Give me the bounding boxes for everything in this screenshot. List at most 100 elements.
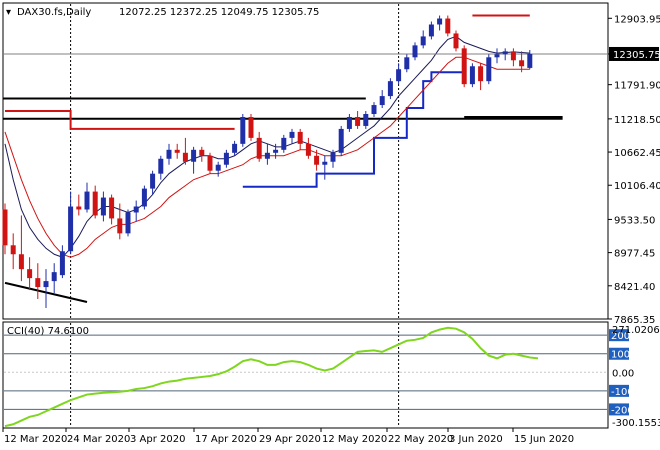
candle-body	[297, 131, 303, 144]
candle-body	[338, 128, 344, 153]
candle-36	[297, 128, 303, 150]
candle-13	[109, 194, 115, 225]
candle-64	[527, 50, 533, 70]
candle-body	[166, 149, 172, 159]
candle-body	[527, 53, 533, 68]
candle-body	[355, 116, 361, 126]
candle-body	[215, 164, 221, 171]
cci-level-tag	[609, 384, 629, 397]
price-grid	[70, 4, 400, 318]
candle-4	[35, 263, 41, 300]
cci-level-tag	[609, 329, 629, 342]
candle-8	[68, 191, 74, 255]
candle-41	[338, 125, 344, 156]
candle-17	[141, 185, 147, 210]
candle-body	[379, 96, 385, 106]
candle-body	[256, 137, 262, 159]
candle-body	[84, 191, 90, 210]
candle-body	[478, 66, 484, 82]
date-tick-label: 29 Apr 2020	[259, 434, 321, 445]
candle-59	[486, 54, 492, 85]
candle-24	[199, 146, 205, 162]
candle-35	[289, 128, 295, 144]
candle-body	[437, 18, 443, 25]
candle-56	[461, 45, 467, 88]
candle-body	[445, 18, 451, 34]
candle-1	[10, 233, 16, 270]
candle-body	[191, 149, 197, 162]
candle-body	[486, 57, 492, 82]
price-tick-label: 8421.40	[614, 282, 655, 293]
candle-body	[223, 152, 229, 165]
candle-body	[109, 197, 115, 219]
candle-63	[519, 51, 525, 73]
candle-53	[437, 15, 443, 31]
price-tick-label: 12903.95	[614, 14, 660, 25]
candle-10	[84, 182, 90, 213]
candle-body	[51, 272, 57, 282]
candle-0	[2, 203, 8, 255]
candle-body	[264, 152, 270, 159]
date-tick-label: 22 May 2020	[388, 434, 453, 445]
date-tick-label: 24 Mar 2020	[67, 434, 130, 445]
candle-body	[469, 66, 475, 85]
symbol-label: DAX30.fs,Daily	[17, 7, 91, 18]
candle-body	[35, 278, 41, 288]
header-arrow[interactable]: ▾	[6, 7, 11, 18]
price-tick-label: 11218.50	[614, 115, 660, 126]
candle-3	[27, 257, 33, 291]
candle-62	[510, 48, 516, 67]
cci-level-label: -100	[611, 387, 634, 398]
candle-body	[363, 114, 369, 126]
candle-body	[76, 206, 82, 210]
candle-46	[379, 90, 385, 109]
candle-body	[43, 281, 49, 288]
cci-line	[4, 326, 539, 428]
candle-16	[133, 200, 139, 222]
candle-body	[428, 24, 434, 37]
candle-body	[27, 269, 33, 279]
cci-panel-frame	[2, 321, 609, 429]
candle-body	[18, 254, 24, 270]
candle-body	[133, 206, 139, 213]
candle-48	[396, 63, 402, 85]
candle-9	[76, 194, 82, 216]
current-price-tag	[609, 46, 659, 61]
cci-level-label: 200	[611, 331, 630, 342]
candle-body	[346, 116, 352, 129]
candle-61	[502, 48, 508, 61]
candle-19	[158, 155, 164, 180]
candle-54	[445, 15, 451, 37]
date-tick-label: 3 Apr 2020	[130, 434, 185, 445]
candle-31	[256, 131, 262, 162]
candle-body	[519, 60, 525, 67]
candle-body	[273, 149, 279, 153]
candle-52	[428, 21, 434, 40]
candles	[2, 15, 533, 308]
candle-25	[207, 152, 213, 174]
candle-23	[191, 146, 197, 174]
candle-11	[92, 185, 98, 219]
date-tick-label: 12 May 2020	[322, 434, 387, 445]
cci-level-label: 0.00	[612, 368, 634, 379]
candle-body	[2, 209, 8, 246]
price-tick-label: 10106.40	[614, 181, 660, 192]
candle-body	[199, 149, 205, 156]
candle-body	[502, 51, 508, 55]
candle-body	[305, 143, 311, 156]
price-axis: 12903.95 12305.75 11791.90 11218.50 10662.45…	[608, 14, 660, 326]
candle-body	[59, 251, 65, 276]
candle-body	[100, 197, 106, 216]
cci-level-label: -200	[611, 405, 634, 416]
candle-14	[117, 203, 123, 240]
candle-body	[510, 51, 516, 61]
candle-body	[420, 36, 426, 46]
cci-min-label: -300.1553	[612, 418, 660, 429]
candle-57	[469, 63, 475, 88]
candle-body	[92, 191, 98, 216]
candle-body	[248, 116, 254, 138]
candle-body	[141, 188, 147, 207]
candle-33	[273, 143, 279, 159]
candle-40	[330, 149, 336, 168]
